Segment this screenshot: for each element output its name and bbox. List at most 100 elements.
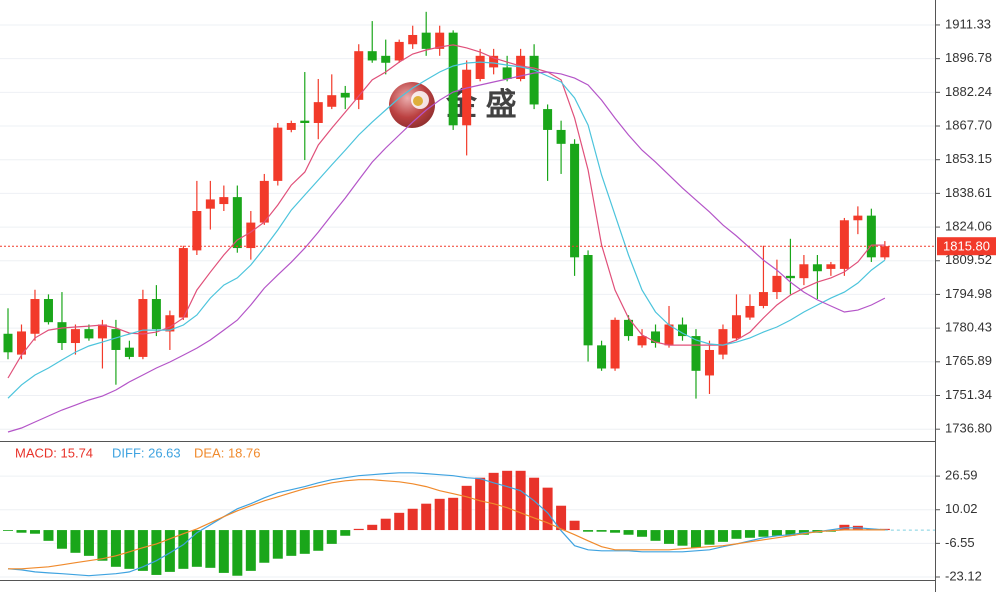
candle-body — [286, 122, 296, 130]
macd-bar — [421, 503, 432, 531]
macd-bar — [326, 530, 337, 544]
candle-body — [462, 69, 472, 126]
macd-bar — [717, 530, 728, 542]
candle-body — [583, 255, 593, 346]
y-tick-label: 1809.52 — [945, 252, 992, 267]
candle-body — [489, 55, 499, 68]
candle-body — [475, 55, 485, 79]
macd-bar — [731, 530, 742, 539]
macd-bar — [151, 530, 162, 575]
y-tick-label: 1736.80 — [945, 421, 992, 436]
marks — [0, 11, 935, 577]
candle-body — [138, 299, 148, 357]
y-tick-label: 1794.98 — [945, 286, 992, 301]
macd-bar — [205, 530, 216, 568]
candle-body — [610, 319, 620, 369]
candle-body — [340, 92, 350, 98]
candle-body — [381, 55, 391, 63]
macd-bar — [272, 530, 283, 559]
candle-body — [880, 246, 890, 258]
candle-body — [246, 222, 256, 249]
labels: 1911.33 1896.78 1882.24 1867.70 1853.15 1838.… — [15, 16, 996, 583]
candle-body — [570, 143, 580, 258]
candle-body — [70, 329, 80, 344]
candle-body — [772, 275, 782, 293]
candle-body — [435, 32, 445, 49]
legend-entry: MACD: 15.74 — [15, 445, 93, 460]
candle-body — [408, 34, 418, 45]
macd-bar — [245, 530, 256, 571]
macd-bar — [744, 530, 755, 538]
candle-body — [367, 51, 377, 61]
candle-body — [502, 67, 512, 79]
macd-bar — [340, 530, 351, 536]
candle-body — [3, 333, 13, 353]
macd-bar — [637, 530, 648, 537]
macd-bar — [56, 530, 67, 549]
macd-bar — [583, 530, 594, 532]
candle-body — [124, 347, 134, 357]
moving-average-line — [7, 61, 886, 399]
macd-bar — [610, 530, 621, 533]
watermark-logo — [389, 82, 435, 128]
candle-body — [718, 329, 728, 355]
macd-bar — [448, 497, 459, 531]
candle-body — [556, 129, 566, 144]
macd-bar — [502, 470, 513, 531]
macd-bar — [286, 530, 297, 556]
candle-body — [421, 32, 431, 49]
macd-bar — [690, 530, 701, 548]
macd-bar — [110, 530, 121, 567]
candle-body — [313, 102, 323, 123]
macd-bar — [191, 530, 202, 567]
macd-bar — [43, 530, 54, 541]
candle-body — [812, 264, 822, 272]
candle-body — [543, 109, 553, 130]
candle-body — [866, 215, 876, 258]
candle-body — [151, 299, 161, 330]
y-tick-label: 1853.15 — [945, 151, 992, 166]
moving-average-line — [7, 71, 886, 433]
candle-body — [664, 324, 674, 346]
macd-bar — [664, 530, 675, 544]
macd-bar — [97, 530, 108, 561]
y-tick-label: -23.12 — [945, 568, 982, 583]
candle-body — [30, 299, 40, 334]
candle-body — [758, 292, 768, 306]
macd-bar — [596, 530, 607, 532]
macd-bar — [83, 530, 94, 556]
candle-body — [57, 322, 67, 344]
macd-bar — [475, 477, 486, 531]
macd-bar — [569, 520, 580, 531]
macd-bar — [299, 530, 310, 554]
macd-bar — [367, 524, 378, 531]
candle-body — [691, 336, 701, 371]
candle-body — [43, 299, 53, 323]
y-tick-label: 1838.61 — [945, 185, 992, 200]
candle-body — [178, 248, 188, 318]
macd-bar — [461, 485, 472, 531]
candle-body — [624, 319, 634, 337]
macd-bar — [488, 472, 499, 531]
candle-body — [273, 127, 283, 181]
y-tick-label: 1765.89 — [945, 353, 992, 368]
macd-bar — [137, 530, 148, 571]
macd-bar — [677, 530, 688, 546]
last-price-label: 1815.80 — [943, 239, 990, 254]
macd-bar — [16, 530, 27, 533]
candle-body — [597, 345, 607, 369]
macd-bar — [124, 530, 135, 569]
macd-bar — [785, 530, 796, 536]
y-tick-label: 1824.06 — [945, 219, 992, 234]
macd-bar — [259, 530, 270, 563]
macd-bar — [218, 530, 229, 573]
macd-bar — [623, 530, 634, 535]
candle-body — [448, 32, 458, 126]
candle-body — [84, 329, 94, 339]
candle-body — [785, 275, 795, 279]
y-tick-label: 1751.34 — [945, 387, 992, 402]
candle-body — [97, 324, 107, 339]
macd-bar — [529, 477, 540, 531]
macd-bar — [650, 530, 661, 541]
